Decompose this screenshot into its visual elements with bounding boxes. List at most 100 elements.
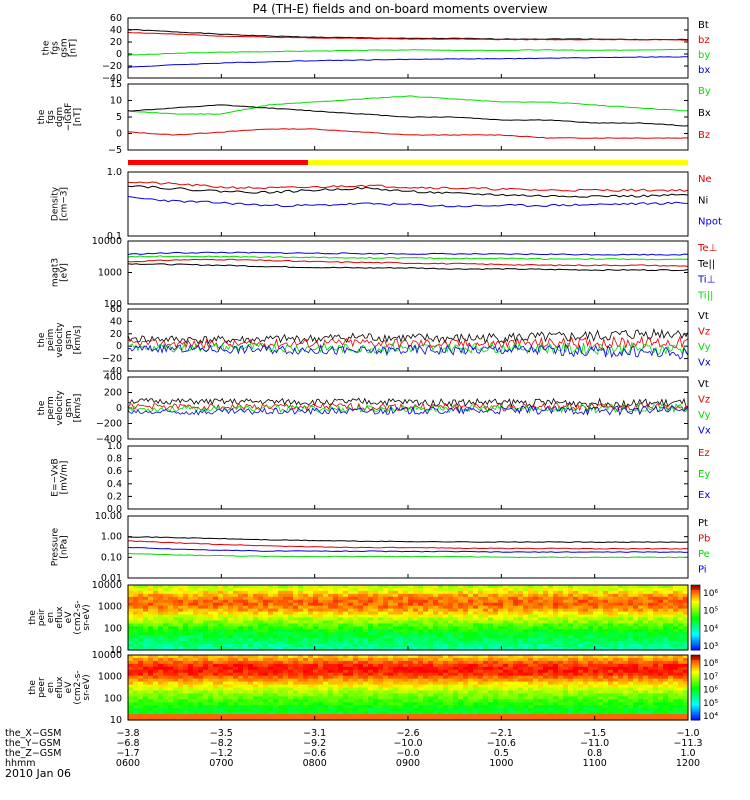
spectrogram-cell — [348, 626, 354, 630]
spectrogram-cell — [248, 608, 254, 613]
spectrogram-cell — [588, 657, 594, 662]
spectrogram-cell — [393, 593, 399, 598]
spectrogram-cell — [378, 647, 384, 651]
spectrogram-cell — [563, 590, 569, 595]
spectrogram-cell — [543, 666, 549, 671]
spectrogram-cell — [283, 666, 289, 671]
series-line-Te⊥ — [127, 258, 689, 267]
spectrogram-cell — [558, 672, 564, 677]
spectrogram-cell — [373, 644, 379, 648]
spectrogram-cell — [573, 626, 579, 630]
spectrogram-cell — [253, 647, 259, 651]
spectrogram-cell — [508, 696, 514, 700]
spectrogram-cell — [233, 608, 239, 613]
spectrogram-cell — [223, 599, 229, 604]
spectrogram-cell — [443, 629, 449, 633]
spectrogram-cell — [648, 660, 654, 665]
ytick-fgs: 20 — [110, 37, 122, 48]
spectrogram-cell — [213, 705, 219, 709]
spectrogram-cell — [218, 678, 224, 683]
spectrogram-cell — [578, 608, 584, 613]
spectrogram-cell — [463, 708, 469, 712]
spectrogram-cell — [593, 647, 599, 651]
spectrogram-cell — [648, 684, 654, 689]
spectrogram-cell — [278, 666, 284, 671]
spectrogram-cell — [618, 687, 624, 692]
spectrogram-cell — [533, 611, 539, 616]
spectrogram-cell — [413, 699, 419, 703]
spectrogram-cell — [453, 590, 459, 595]
spectrogram-cell — [233, 672, 239, 677]
spectrogram-cell — [398, 593, 404, 598]
spectrogram-cell — [583, 693, 589, 697]
spectrogram-cell — [633, 635, 639, 639]
spectrogram-cell — [478, 638, 484, 642]
spectrogram-cell — [178, 687, 184, 692]
spectrogram-cell — [413, 602, 419, 607]
spectrogram-cell — [463, 655, 469, 659]
legend-density-2: Npot — [698, 217, 722, 228]
spectrogram-cell — [503, 620, 509, 625]
spectrogram-cell — [413, 663, 419, 668]
spectrogram-cell — [293, 623, 299, 627]
spectrogram-cell — [318, 587, 324, 592]
spectrogram-cell — [148, 608, 154, 613]
spectrogram-cell — [323, 590, 329, 595]
colorbar-segment — [691, 599, 700, 602]
spectrogram-cell — [303, 596, 309, 601]
spectrogram-cell — [343, 669, 349, 674]
spectrogram-cell — [593, 617, 599, 622]
spectrogram-cell — [568, 632, 574, 636]
spectrogram-cell — [213, 620, 219, 625]
spectrogram-cell — [293, 587, 299, 592]
spectrogram-cell — [548, 593, 554, 598]
spectrogram-cell — [658, 681, 664, 686]
spectrogram-cell — [258, 644, 264, 648]
spectrogram-cell — [543, 687, 549, 692]
spectrogram-cell — [453, 663, 459, 668]
spectrogram-cell — [623, 666, 629, 671]
spectrogram-cell — [458, 666, 464, 671]
spectrogram-cell — [513, 702, 519, 706]
spectrogram-cell — [278, 696, 284, 700]
spectrogram-cell — [173, 699, 179, 703]
spectrogram-cell — [398, 623, 404, 627]
spectrogram-cell — [133, 602, 139, 607]
spectrogram-cell — [468, 626, 474, 630]
ylabel-perm_vel: [km/s] — [73, 394, 83, 423]
spectrogram-cell — [148, 623, 154, 627]
spectrogram-cell — [338, 660, 344, 665]
spectrogram-cell — [358, 699, 364, 703]
spectrogram-cell — [473, 660, 479, 665]
spectrogram-cell — [438, 641, 444, 645]
spectrogram-cell — [568, 669, 574, 674]
spectrogram-cell — [623, 672, 629, 677]
spectrogram-cell — [573, 617, 579, 622]
spectrogram-cell — [218, 660, 224, 665]
spectrogram-cell — [598, 702, 604, 706]
spectrogram-cell — [313, 693, 319, 697]
spectrogram-cell — [413, 672, 419, 677]
spectrogram-cell — [293, 590, 299, 595]
spectrogram-cell — [403, 660, 409, 665]
spectrogram-cell — [233, 702, 239, 706]
spectrogram-cell — [413, 635, 419, 639]
spectrogram-cell — [503, 675, 509, 680]
spectrogram-cell — [503, 687, 509, 692]
spectrogram-cell — [528, 669, 534, 674]
spectrogram-cell — [508, 590, 514, 595]
spectrogram-cell — [173, 669, 179, 674]
spectrogram-cell — [573, 585, 579, 589]
spectrogram-cell — [398, 644, 404, 648]
spectrogram-cell — [618, 626, 624, 630]
spectrogram-cell — [648, 699, 654, 703]
spectrogram-cell — [283, 596, 289, 601]
spectrogram-cell — [143, 585, 149, 589]
colorbar-segment — [691, 646, 700, 649]
spectrogram-cell — [133, 687, 139, 692]
spectrogram-cell — [618, 702, 624, 706]
spectrogram-cell — [453, 602, 459, 607]
spectrogram-cell — [513, 657, 519, 662]
spectrogram-cell — [313, 672, 319, 677]
spectrogram-cell — [648, 647, 654, 651]
